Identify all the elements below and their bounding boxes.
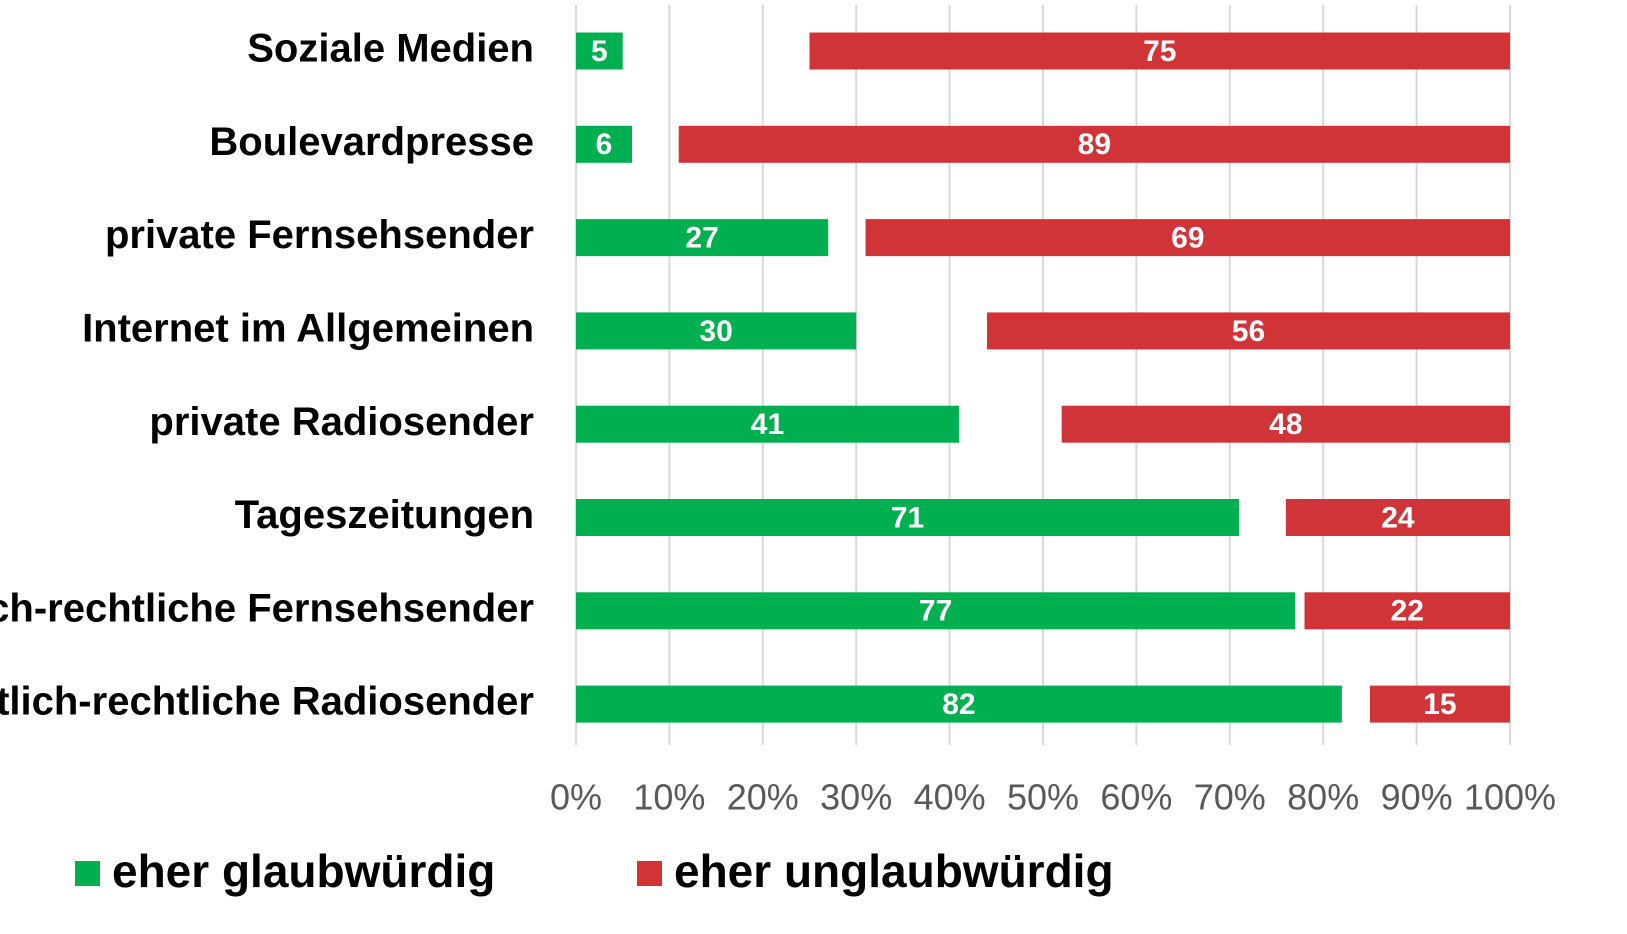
value-label: 27: [685, 222, 718, 255]
category-label: Tageszeitungen: [235, 493, 534, 537]
bar: [986, 312, 1510, 350]
value-label: 77: [919, 595, 952, 628]
bar: [809, 32, 1510, 70]
value-label: 41: [751, 408, 784, 441]
x-tick-label: 40%: [914, 777, 986, 818]
value-label: 69: [1171, 222, 1204, 255]
value-label: 75: [1143, 35, 1176, 68]
legend-swatch: [75, 861, 100, 886]
bar: [1061, 405, 1510, 443]
bar: [1285, 499, 1510, 536]
category-label: private Radiosender: [149, 400, 534, 444]
x-tick-label: 60%: [1100, 777, 1172, 818]
bar: [576, 125, 633, 163]
bar: [1369, 685, 1510, 723]
x-tick-label: 0%: [550, 777, 602, 818]
x-tick-label: 80%: [1287, 777, 1359, 818]
bar: [576, 592, 1296, 630]
value-label: 56: [1232, 315, 1265, 348]
x-tick-label: 90%: [1381, 777, 1453, 818]
category-label: private Fernsehsender: [105, 213, 534, 257]
x-tick-label: 50%: [1007, 777, 1079, 818]
bar: [865, 219, 1510, 257]
bar: [576, 32, 623, 70]
value-label: 22: [1391, 595, 1424, 628]
value-label: 30: [699, 315, 732, 348]
legend-swatch: [637, 861, 662, 886]
bar: [576, 405, 959, 443]
x-tick-label: 20%: [727, 777, 799, 818]
category-label: Internet im Allgemeinen: [82, 306, 534, 350]
value-label: 15: [1423, 688, 1456, 721]
category-label: öffentlich-rechtliche Radiosender: [0, 680, 534, 724]
value-label: 48: [1269, 408, 1302, 441]
bar: [576, 312, 857, 350]
category-label: Boulevardpresse: [209, 120, 534, 164]
x-tick-label: 10%: [633, 777, 705, 818]
category-label: Soziale Medien: [247, 27, 534, 71]
value-label: 89: [1078, 128, 1111, 161]
bar: [576, 685, 1342, 723]
bar: [678, 125, 1510, 163]
value-label: 82: [942, 688, 975, 721]
category-label: öffentlich-rechtliche Fernsehsender: [0, 586, 534, 630]
bar: [576, 499, 1240, 536]
x-tick-label: 70%: [1194, 777, 1266, 818]
bar: [576, 219, 829, 257]
x-tick-label: 30%: [820, 777, 892, 818]
value-label: 71: [891, 501, 924, 534]
bar: [1304, 592, 1510, 630]
x-tick-label: 100%: [1464, 777, 1556, 818]
legend-label: eher unglaubwürdig: [674, 845, 1114, 897]
value-label: 5: [591, 35, 608, 68]
value-label: 24: [1381, 501, 1415, 534]
value-label: 6: [596, 128, 613, 161]
legend-label: eher glaubwürdig: [112, 845, 495, 897]
